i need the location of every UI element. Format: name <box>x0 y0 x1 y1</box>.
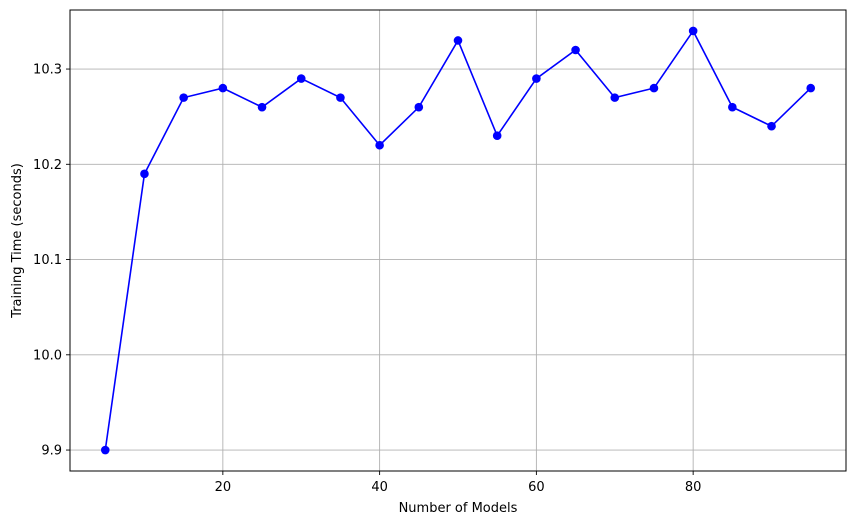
data-point <box>532 74 541 83</box>
data-point <box>649 83 659 93</box>
data-point <box>179 93 188 102</box>
y-tick-label: 10.0 <box>33 348 62 363</box>
data-point <box>375 140 384 150</box>
y-tick-label: 10.2 <box>33 158 62 173</box>
x-tick-label: 80 <box>685 480 702 495</box>
series-line <box>104 29 812 451</box>
data-point <box>100 445 110 455</box>
y-axis-label: Training Time (seconds) <box>10 163 25 319</box>
data-series <box>100 26 816 455</box>
data-point <box>218 83 228 93</box>
data-point <box>767 121 776 131</box>
data-point <box>414 102 424 112</box>
data-point <box>453 36 463 45</box>
data-point <box>571 45 580 55</box>
axis-ticks: 20 40 60 80 9.9 10.0 10.1 10.2 10.3 <box>33 63 701 495</box>
data-point <box>806 83 816 93</box>
plot-area-frame <box>69 9 847 472</box>
y-tick-label: 10.3 <box>33 63 62 78</box>
data-point <box>257 102 267 112</box>
data-point <box>610 93 620 102</box>
data-point <box>492 131 502 141</box>
x-tick-label: 60 <box>528 480 545 495</box>
y-tick-label: 10.1 <box>33 253 62 268</box>
y-tick-label: 9.9 <box>41 444 62 459</box>
data-point <box>336 93 345 102</box>
data-point <box>728 102 737 112</box>
x-tick-label: 40 <box>371 480 388 495</box>
x-tick-label: 20 <box>215 480 232 495</box>
x-axis-label: Number of Models <box>399 501 518 516</box>
grid <box>70 10 846 471</box>
data-point <box>688 26 698 36</box>
data-point <box>140 169 149 179</box>
data-point <box>296 74 306 83</box>
